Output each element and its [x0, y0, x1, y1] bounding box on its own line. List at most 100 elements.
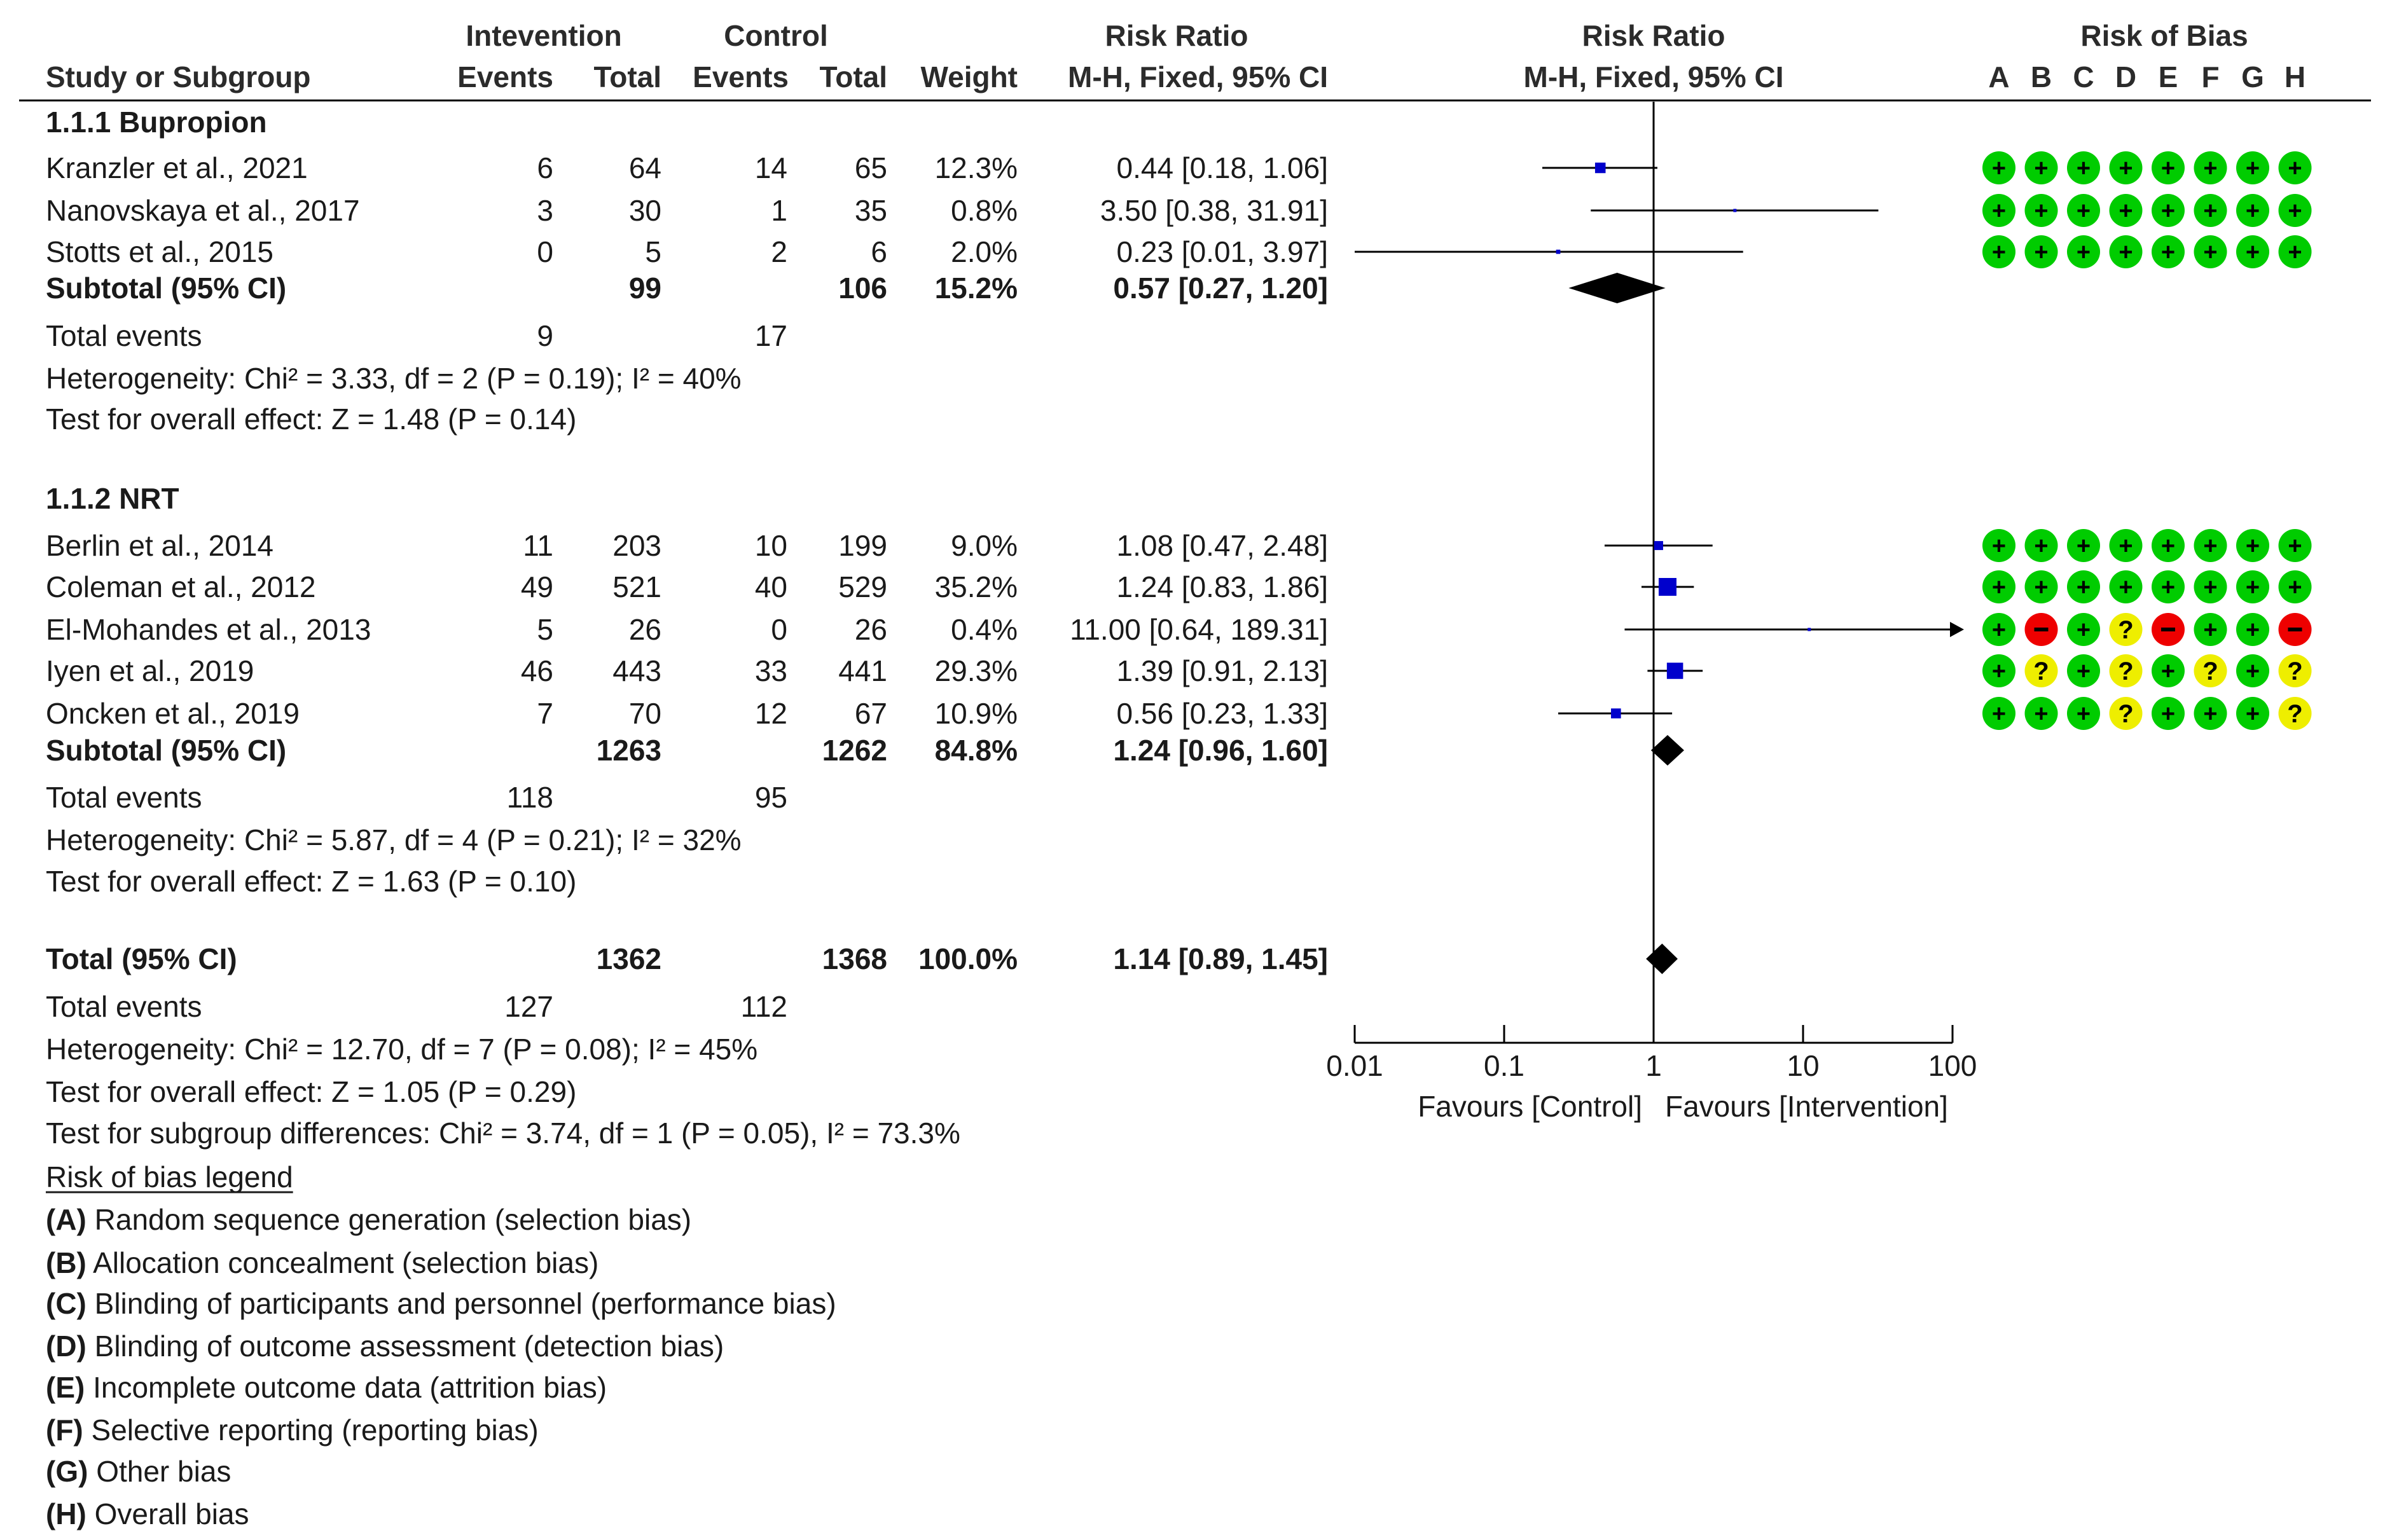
rob-unclear-risk-dot — [2109, 697, 2143, 730]
rob-unclear-risk-dot — [2278, 697, 2312, 730]
rob-symbol: ? — [2202, 657, 2218, 685]
rob-symbol: + — [2288, 155, 2302, 182]
rob-low-risk-dot — [2067, 570, 2100, 603]
rob-low-risk-dot — [2024, 194, 2058, 227]
study-weight: 10.9% — [935, 697, 1018, 730]
rob-low-risk-dot — [2024, 235, 2058, 268]
rob-symbol: + — [2288, 533, 2302, 560]
total-events-label: Total events — [46, 990, 202, 1023]
total-events-intervention: 9 — [537, 319, 553, 352]
rob-symbol: + — [2077, 533, 2091, 560]
rob-low-risk-dot — [1982, 570, 2015, 603]
rob-legend-item: (F) Selective reporting (reporting bias) — [46, 1413, 539, 1447]
subgroup-title: 1.1.1 Bupropion — [46, 106, 267, 139]
rob-low-risk-dot — [2152, 654, 2185, 687]
rob-legend-key: (F) — [46, 1413, 83, 1447]
rob-unclear-risk-dot — [2109, 654, 2143, 687]
x-axis-tick-label: 0.1 — [1484, 1049, 1524, 1082]
rob-symbol: + — [1992, 574, 2006, 601]
rob-symbol: ? — [2287, 657, 2302, 685]
rob-symbol: + — [2034, 239, 2048, 266]
rob-symbol: ? — [2287, 700, 2302, 728]
rob-legend-item: (A) Random sequence generation (selectio… — [46, 1203, 691, 1236]
study-effect-marker — [1733, 209, 1737, 212]
rob-low-risk-dot — [2067, 151, 2100, 184]
total-risk-ratio: 1.14 [0.89, 1.45] — [1113, 942, 1328, 975]
rob-symbol: + — [2246, 658, 2260, 685]
rob-legend-item: (E) Incomplete outcome data (attrition b… — [46, 1371, 607, 1404]
intervention-events: 7 — [537, 697, 553, 730]
study-name: Iyen et al., 2019 — [46, 654, 254, 687]
rob-header-letter: D — [2115, 60, 2136, 93]
intervention-total: 70 — [629, 697, 661, 730]
rob-symbol: + — [2119, 574, 2133, 601]
rob-symbol: + — [2246, 239, 2260, 266]
intervention-total: 521 — [612, 570, 661, 603]
control-events: 1 — [771, 194, 787, 227]
rob-low-risk-dot — [2067, 235, 2100, 268]
ci-arrow-marker — [1950, 622, 1964, 637]
total-intervention-total: 1362 — [597, 942, 661, 975]
rob-low-risk-dot — [1982, 151, 2015, 184]
column-header-risk-ratio-method: M-H, Fixed, 95% CI — [1068, 60, 1328, 93]
rob-symbol: + — [2034, 533, 2048, 560]
rob-symbol: + — [2203, 155, 2217, 182]
rob-symbol: + — [2119, 533, 2133, 560]
rob-symbol: + — [2077, 239, 2091, 266]
rob-symbol: + — [2203, 701, 2217, 727]
control-events: 0 — [771, 613, 787, 646]
rob-low-risk-dot — [2152, 194, 2185, 227]
rob-symbol: + — [2161, 239, 2175, 266]
total-weight: 100.0% — [918, 942, 1018, 975]
study-risk-ratio: 1.24 [0.83, 1.86] — [1117, 570, 1329, 603]
rob-symbol: + — [2203, 617, 2217, 643]
x-axis-tick-label: 100 — [1928, 1049, 1977, 1082]
subtotal-risk-ratio: 1.24 [0.96, 1.60] — [1113, 734, 1328, 767]
study-weight: 0.8% — [951, 194, 1018, 227]
control-events: 40 — [755, 570, 787, 603]
subtotal-diamond — [1650, 735, 1684, 766]
rob-unclear-risk-dot — [2109, 613, 2143, 646]
rob-low-risk-dot — [2067, 654, 2100, 687]
rob-legend-item: (C) Blinding of participants and personn… — [46, 1287, 836, 1320]
rob-low-risk-dot — [2024, 529, 2058, 562]
rob-low-risk-dot — [2236, 529, 2269, 562]
rob-legend-text: Blinding of participants and personnel (… — [86, 1287, 836, 1320]
rob-low-risk-dot — [2067, 194, 2100, 227]
plot-header-method: M-H, Fixed, 95% CI — [1524, 60, 1784, 93]
rob-symbol: + — [2161, 198, 2175, 224]
rob-symbol: + — [1992, 617, 2006, 643]
intervention-events: 49 — [521, 570, 553, 603]
study-name: Coleman et al., 2012 — [46, 570, 316, 603]
rob-symbol: + — [2203, 239, 2217, 266]
intervention-total: 5 — [645, 235, 661, 268]
control-events: 10 — [755, 529, 787, 562]
minus-icon — [2034, 628, 2049, 631]
study-weight: 35.2% — [935, 570, 1018, 603]
rob-legend-key: (H) — [46, 1497, 86, 1530]
rob-low-risk-dot — [2236, 235, 2269, 268]
rob-symbol: + — [2077, 574, 2091, 601]
control-total: 441 — [838, 654, 887, 687]
rob-low-risk-dot — [2152, 235, 2185, 268]
rob-symbol: + — [1992, 533, 2006, 560]
rob-symbol: + — [1992, 658, 2006, 685]
subtotal-control-total: 1262 — [822, 734, 887, 767]
rob-low-risk-dot — [2067, 529, 2100, 562]
control-total: 65 — [855, 151, 887, 184]
study-weight: 2.0% — [951, 235, 1018, 268]
rob-legend-key: (D) — [46, 1330, 86, 1363]
subtotal-control-total: 106 — [838, 272, 887, 305]
rob-symbol: + — [2161, 155, 2175, 182]
study-weight: 0.4% — [951, 613, 1018, 646]
rob-low-risk-dot — [2067, 613, 2100, 646]
rob-symbol: + — [2034, 701, 2048, 727]
rob-symbol: + — [2119, 155, 2133, 182]
rob-low-risk-dot — [2278, 194, 2312, 227]
rob-low-risk-dot — [2152, 570, 2185, 603]
study-name: Stotts et al., 2015 — [46, 235, 273, 268]
rob-header-letter: G — [2241, 60, 2264, 93]
control-events: 12 — [755, 697, 787, 730]
rob-symbol: + — [2246, 574, 2260, 601]
